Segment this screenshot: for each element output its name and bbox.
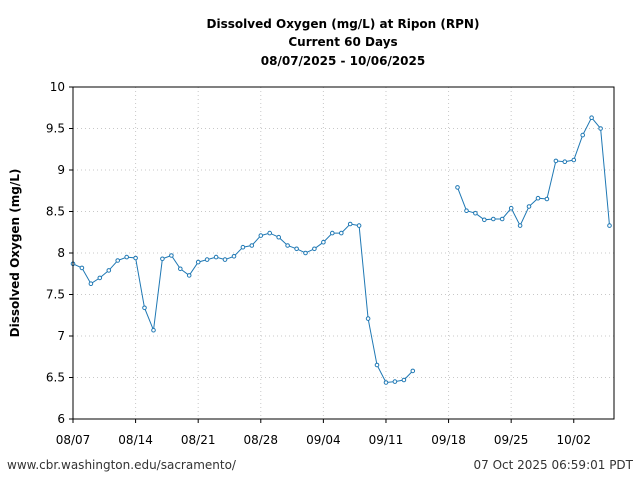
data-point — [544, 196, 550, 202]
data-point — [508, 205, 514, 211]
x-tick-label: 09/25 — [494, 433, 529, 447]
data-point — [499, 216, 505, 222]
data-point — [374, 362, 380, 368]
data-point — [160, 256, 165, 262]
data-point — [607, 223, 612, 228]
data-point — [473, 210, 478, 216]
data-point — [553, 158, 559, 164]
chart-date-range: 08/07/2025 - 10/06/2025 — [261, 54, 425, 68]
data-point — [410, 368, 416, 374]
x-tick-label: 08/21 — [181, 433, 216, 447]
data-lines — [72, 116, 610, 384]
data-point — [267, 230, 273, 236]
data-point — [589, 115, 594, 120]
x-tick-label: 09/04 — [306, 433, 341, 447]
data-point — [598, 126, 603, 131]
x-tick-label: 08/07 — [56, 433, 91, 447]
data-point — [392, 379, 398, 384]
data-point — [195, 259, 201, 265]
data-point — [249, 243, 255, 248]
y-tick-label: 9.5 — [46, 122, 65, 136]
data-points — [70, 115, 612, 385]
data-point — [142, 305, 147, 311]
data-point — [204, 257, 210, 262]
data-point — [106, 268, 112, 273]
data-point — [222, 257, 228, 262]
data-point — [213, 254, 219, 260]
x-tick-label: 09/18 — [431, 433, 466, 447]
x-tick-label: 10/02 — [556, 433, 591, 447]
data-point — [79, 265, 85, 271]
x-tick-label: 08/28 — [243, 433, 278, 447]
data-point — [365, 316, 371, 321]
data-point — [482, 217, 487, 223]
data-point — [97, 275, 103, 281]
chart-title: Dissolved Oxygen (mg/L) at Ripon (RPN) — [207, 17, 480, 31]
data-point — [347, 221, 353, 227]
x-tick-label: 08/14 — [118, 433, 153, 447]
data-point — [186, 273, 192, 278]
data-point — [258, 233, 264, 238]
data-point — [240, 244, 246, 250]
data-point — [276, 234, 282, 240]
y-axis-ticks: 6 6.5 7 7.5 8 8.5 9 9.5 10 — [46, 80, 73, 426]
data-point — [526, 204, 532, 209]
data-point — [321, 239, 326, 245]
data-point — [115, 258, 120, 263]
data-point — [88, 281, 94, 287]
y-tick-label: 9 — [57, 163, 65, 177]
y-tick-label: 7 — [57, 329, 65, 343]
data-point — [231, 253, 237, 259]
data-point — [330, 230, 335, 236]
data-point — [580, 132, 586, 138]
data-point — [517, 223, 523, 228]
data-point — [464, 208, 469, 213]
series-line — [457, 116, 610, 227]
data-point — [339, 230, 344, 236]
data-point — [124, 254, 129, 260]
y-tick-label: 6.5 — [46, 371, 65, 385]
data-point — [383, 380, 389, 385]
data-point — [294, 246, 299, 252]
data-point — [151, 327, 156, 333]
data-point — [491, 216, 496, 222]
y-tick-label: 8.5 — [46, 205, 65, 219]
chart-subtitle: Current 60 Days — [288, 35, 397, 49]
y-tick-label: 8 — [57, 246, 65, 260]
data-point — [401, 377, 407, 383]
grid-lines — [72, 86, 614, 420]
x-axis-ticks: 08/07 08/14 08/21 08/28 09/04 09/11 09/18 09/25… — [56, 419, 591, 447]
y-tick-label: 6 — [57, 412, 65, 426]
data-point — [356, 223, 362, 228]
data-point — [169, 253, 174, 258]
data-point — [285, 243, 290, 248]
source-url: www.cbr.washington.edu/sacramento/ — [7, 458, 236, 472]
data-point — [178, 266, 183, 272]
data-point — [312, 246, 317, 252]
timestamp: 07 Oct 2025 06:59:01 PDT — [473, 458, 633, 472]
data-point — [303, 250, 308, 256]
data-point — [571, 157, 577, 163]
data-point — [455, 185, 460, 190]
data-point — [133, 255, 138, 261]
plot-frame — [72, 86, 615, 420]
data-point — [562, 159, 568, 164]
y-tick-label: 7.5 — [46, 288, 65, 302]
y-axis-label: Dissolved Oxygen (mg/L) — [8, 169, 22, 338]
data-point — [535, 195, 541, 201]
x-tick-label: 09/11 — [369, 433, 404, 447]
y-tick-label: 10 — [50, 80, 65, 94]
